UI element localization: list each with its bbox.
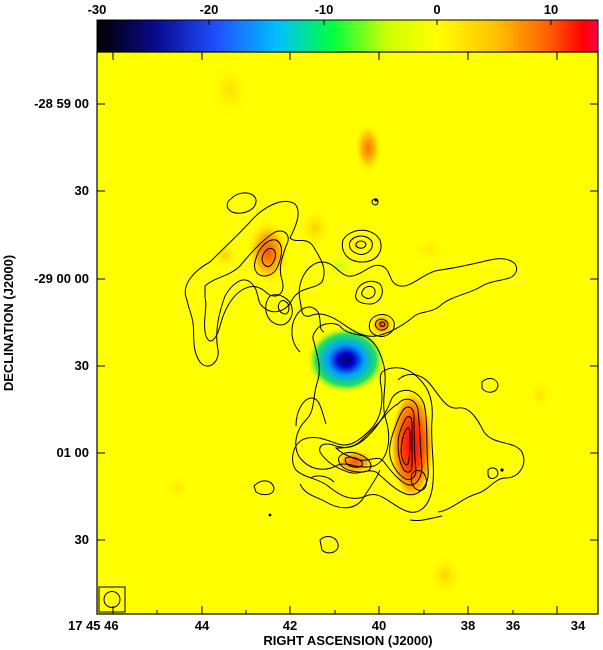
x-axis-title: RIGHT ASCENSION (J2000) (263, 633, 432, 648)
y-tick-label: 30 (75, 358, 89, 373)
contour-lines (184, 192, 525, 554)
y-tick-label: 30 (75, 183, 89, 198)
colorbar-tick-label: -30 (88, 2, 107, 17)
x-tick-label: 34 (571, 618, 586, 633)
colorbar-gradient (96, 19, 599, 53)
y-tick-label: 01 00 (56, 445, 89, 460)
colorbar-tick-label: 10 (544, 2, 558, 17)
colorbar-ticks (96, 20, 552, 25)
y-axis-ticks (97, 103, 598, 541)
map-panel (97, 52, 598, 614)
x-tick-label: 40 (372, 618, 386, 633)
x-tick-label: 36 (506, 618, 520, 633)
beam-symbol (98, 586, 126, 613)
x-tick-label: 44 (195, 618, 210, 633)
colorbar-tick-label: -10 (315, 2, 334, 17)
x-tick-label: 17 45 46 (68, 618, 119, 633)
colorbar-tick-label: -20 (200, 2, 219, 17)
x-tick-label: 38 (461, 618, 475, 633)
x-tick-label: 42 (283, 618, 297, 633)
y-tick-label: -28 59 00 (34, 96, 89, 111)
colorbar: -30 -20 -10 0 10 (88, 2, 599, 53)
y-tick-label: -29 00 00 (34, 271, 89, 286)
y-axis-title: DECLINATION (J2000) (1, 255, 16, 391)
x-axis-ticks (112, 52, 558, 614)
y-tick-label: 30 (75, 532, 89, 547)
beam-box (98, 586, 126, 613)
beam-ellipse (103, 591, 121, 608)
contour-dots (268, 198, 504, 517)
colorbar-tick-label: 0 (433, 2, 440, 17)
map-frame (96, 51, 599, 615)
